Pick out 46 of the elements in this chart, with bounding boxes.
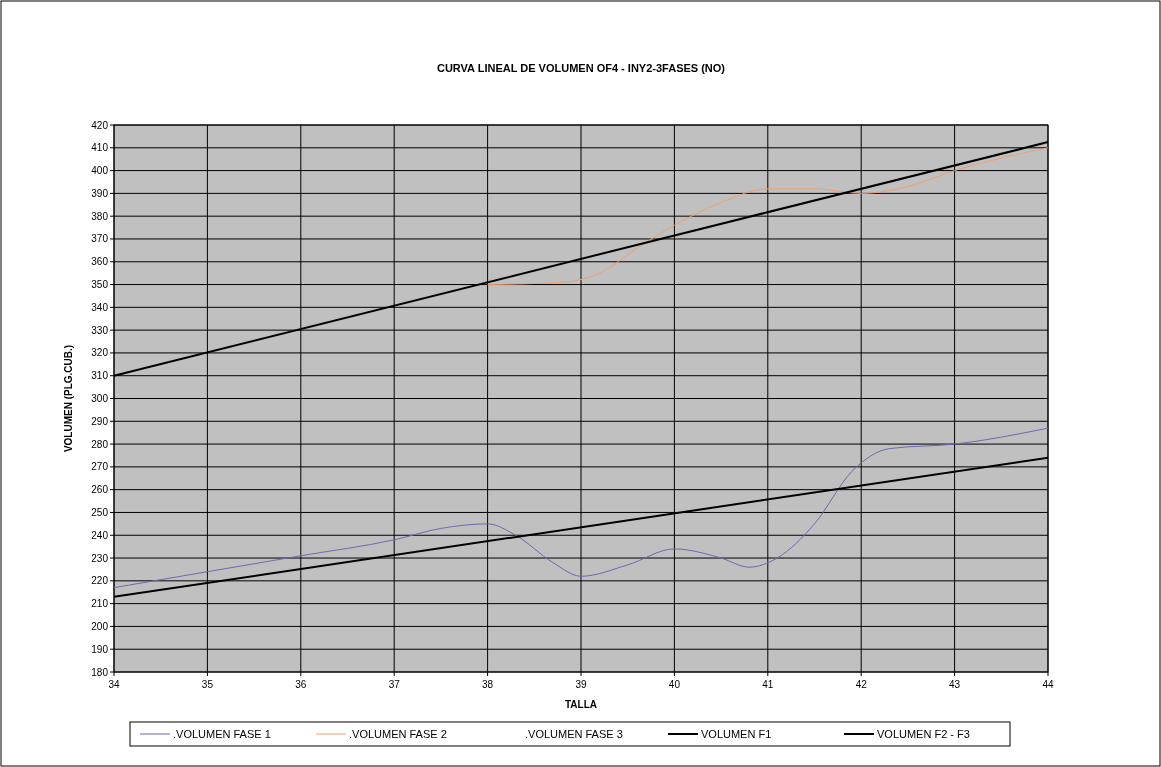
y-tick-label: 370	[91, 233, 109, 245]
legend-label: .VOLUMEN FASE 2	[349, 727, 447, 740]
y-tick-label: 400	[91, 165, 109, 177]
x-tick-label: 44	[1042, 679, 1054, 690]
y-tick-label: 230	[91, 552, 109, 564]
y-tick-label: 390	[91, 187, 109, 199]
y-tick-label: 340	[91, 301, 109, 313]
line-series	[487, 147, 1049, 286]
y-tick-label: 380	[91, 210, 109, 222]
y-tick-label: 210	[91, 598, 109, 610]
y-tick-label: 410	[91, 142, 109, 154]
x-tick-label: 40	[668, 679, 681, 690]
chart-title: CURVA LINEAL DE VOLUMEN OF4 - INY2-3FASES (NO)	[436, 62, 726, 74]
y-tick-label: 290	[91, 415, 109, 427]
x-tick-label: 41	[762, 679, 774, 690]
y-axis-title: VOLUMEN (PLG.CUB.)	[63, 344, 74, 453]
y-tick-label: 350	[91, 279, 109, 291]
x-tick-label: 43	[949, 679, 961, 690]
text: .VOLUMEN FASE 3	[525, 727, 623, 740]
y-tick-label: 240	[91, 529, 109, 541]
y-tick-label: 280	[91, 438, 109, 450]
y-tick-label: 200	[91, 620, 109, 632]
y-tick-label: 250	[91, 506, 109, 518]
legend-label: .VOLUMEN FASE 1	[173, 727, 271, 740]
x-tick-label: 37	[388, 679, 401, 690]
y-tick-label: 320	[91, 347, 109, 359]
y-tick-label: 220	[91, 575, 109, 587]
y-tick-label: 260	[91, 484, 109, 496]
x-tick-label: 35	[201, 679, 214, 690]
x-tick-label: 42	[855, 679, 868, 690]
x-tick-label: 34	[108, 679, 120, 690]
legend-label: VOLUMEN F2 - F3	[877, 727, 970, 740]
line-series	[113, 427, 1049, 589]
y-tick-label: 330	[91, 324, 109, 336]
y-tick-label: 310	[91, 370, 109, 382]
y-tick-label: 180	[91, 666, 109, 678]
x-tick-label: 39	[575, 679, 587, 690]
y-tick-label: 360	[91, 256, 109, 268]
legend-label: VOLUMEN F1	[701, 727, 772, 740]
x-axis-title: TALLA	[564, 699, 598, 710]
x-tick-label: 38	[482, 679, 494, 690]
y-tick-label: 420	[91, 119, 109, 131]
y-tick-label: 300	[91, 393, 109, 404]
x-tick-label: 36	[295, 679, 307, 690]
y-tick-label: 270	[91, 461, 109, 473]
y-tick-label: 190	[91, 643, 109, 655]
